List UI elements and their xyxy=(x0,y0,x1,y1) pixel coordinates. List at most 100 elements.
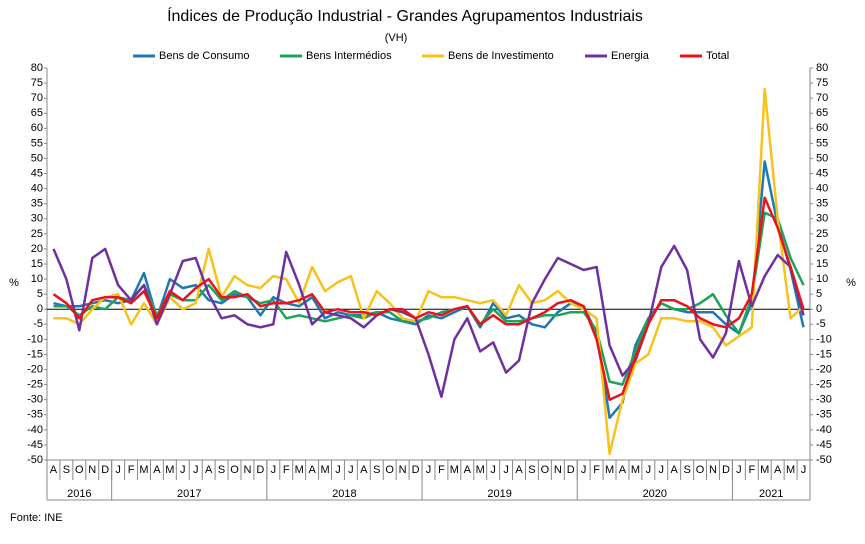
x-tick-label: J xyxy=(115,464,121,476)
x-tick-label: O xyxy=(230,464,239,476)
y-tick-label: -50 xyxy=(27,454,43,466)
x-tick-label: F xyxy=(128,464,135,476)
legend-label: Energia xyxy=(611,50,650,62)
x-tick-label: M xyxy=(631,464,640,476)
y-tick-label: -10 xyxy=(27,333,43,345)
y2-tick-label: -25 xyxy=(816,379,832,391)
x-tick-label: J xyxy=(490,464,496,476)
y2-tick-label: 35 xyxy=(816,198,828,210)
y-tick-label: 10 xyxy=(31,273,43,285)
y-tick-label: 70 xyxy=(31,92,43,104)
x-tick-label: J xyxy=(659,464,665,476)
y2-tick-label: -10 xyxy=(816,333,832,345)
y-tick-label: -15 xyxy=(27,348,43,360)
y-tick-label: 20 xyxy=(31,243,43,255)
x-tick-label: F xyxy=(748,464,755,476)
y-tick-label: -40 xyxy=(27,424,43,436)
x-tick-label: M xyxy=(295,464,304,476)
x-tick-label: J xyxy=(271,464,277,476)
legend-label: Bens de Investimento xyxy=(448,50,554,62)
x-tick-label: D xyxy=(101,464,109,476)
y-tick-label: 15 xyxy=(31,258,43,270)
y-tick-label: -35 xyxy=(27,409,43,421)
y2-axis-label: % xyxy=(846,277,856,289)
y2-tick-label: 20 xyxy=(816,243,828,255)
year-label: 2018 xyxy=(332,488,356,500)
legend-label: Total xyxy=(706,50,729,62)
x-tick-label: N xyxy=(554,464,562,476)
y-tick-label: 75 xyxy=(31,77,43,89)
y-tick-label: -25 xyxy=(27,379,43,391)
x-tick-label: M xyxy=(476,464,485,476)
x-tick-label: J xyxy=(736,464,742,476)
x-tick-label: A xyxy=(464,464,472,476)
y-axis-label: % xyxy=(9,277,19,289)
x-tick-label: D xyxy=(256,464,264,476)
y-tick-label: 35 xyxy=(31,198,43,210)
chart-subtitle: (VH) xyxy=(385,32,408,44)
y2-tick-label: -50 xyxy=(816,454,832,466)
x-tick-label: M xyxy=(786,464,795,476)
y2-tick-label: 0 xyxy=(816,303,822,315)
x-tick-label: O xyxy=(75,464,84,476)
x-tick-label: M xyxy=(320,464,329,476)
y-tick-label: 60 xyxy=(31,122,43,134)
x-tick-label: S xyxy=(63,464,70,476)
y-tick-label: -20 xyxy=(27,363,43,375)
x-tick-label: N xyxy=(243,464,251,476)
x-tick-label: O xyxy=(541,464,550,476)
x-tick-label: M xyxy=(450,464,459,476)
x-tick-label: A xyxy=(308,464,316,476)
x-tick-label: A xyxy=(671,464,679,476)
x-tick-label: A xyxy=(774,464,782,476)
y2-tick-label: -45 xyxy=(816,439,832,451)
y-tick-label: 30 xyxy=(31,213,43,225)
series-line xyxy=(53,87,805,456)
y2-tick-label: 25 xyxy=(816,228,828,240)
x-tick-label: J xyxy=(801,464,807,476)
y-tick-label: 55 xyxy=(31,137,43,149)
x-tick-label: J xyxy=(581,464,587,476)
x-tick-label: M xyxy=(605,464,614,476)
y-tick-label: 25 xyxy=(31,228,43,240)
y2-tick-label: 80 xyxy=(816,62,828,74)
y2-tick-label: 50 xyxy=(816,152,828,164)
y2-tick-label: 5 xyxy=(816,288,822,300)
x-tick-label: F xyxy=(438,464,445,476)
y2-tick-label: 40 xyxy=(816,183,828,195)
y-tick-label: -45 xyxy=(27,439,43,451)
y-tick-label: 50 xyxy=(31,152,43,164)
y-tick-label: 65 xyxy=(31,107,43,119)
x-tick-label: J xyxy=(426,464,432,476)
x-tick-label: M xyxy=(760,464,769,476)
x-tick-label: S xyxy=(683,464,690,476)
x-tick-label: O xyxy=(385,464,394,476)
y-tick-label: 5 xyxy=(37,288,43,300)
x-tick-label: D xyxy=(412,464,420,476)
y-tick-label: -30 xyxy=(27,394,43,406)
y-tick-label: -5 xyxy=(33,318,43,330)
x-tick-label: J xyxy=(348,464,354,476)
y2-tick-label: 55 xyxy=(816,137,828,149)
x-tick-label: A xyxy=(50,464,58,476)
year-label: 2020 xyxy=(643,488,667,500)
y2-tick-label: -35 xyxy=(816,409,832,421)
legend-label: Bens Intermédios xyxy=(306,50,392,62)
series-line xyxy=(52,196,805,401)
y2-tick-label: 70 xyxy=(816,92,828,104)
x-tick-label: D xyxy=(567,464,575,476)
x-tick-label: D xyxy=(722,464,730,476)
x-tick-label: M xyxy=(165,464,174,476)
y2-tick-label: -15 xyxy=(816,348,832,360)
x-tick-label: A xyxy=(360,464,368,476)
y-tick-label: 80 xyxy=(31,62,43,74)
x-tick-label: O xyxy=(696,464,705,476)
y2-tick-label: 10 xyxy=(816,273,828,285)
x-tick-label: A xyxy=(153,464,161,476)
x-tick-label: F xyxy=(283,464,290,476)
y2-tick-label: -30 xyxy=(816,394,832,406)
y2-tick-label: -20 xyxy=(816,363,832,375)
year-label: 2021 xyxy=(759,488,783,500)
y2-tick-label: 60 xyxy=(816,122,828,134)
